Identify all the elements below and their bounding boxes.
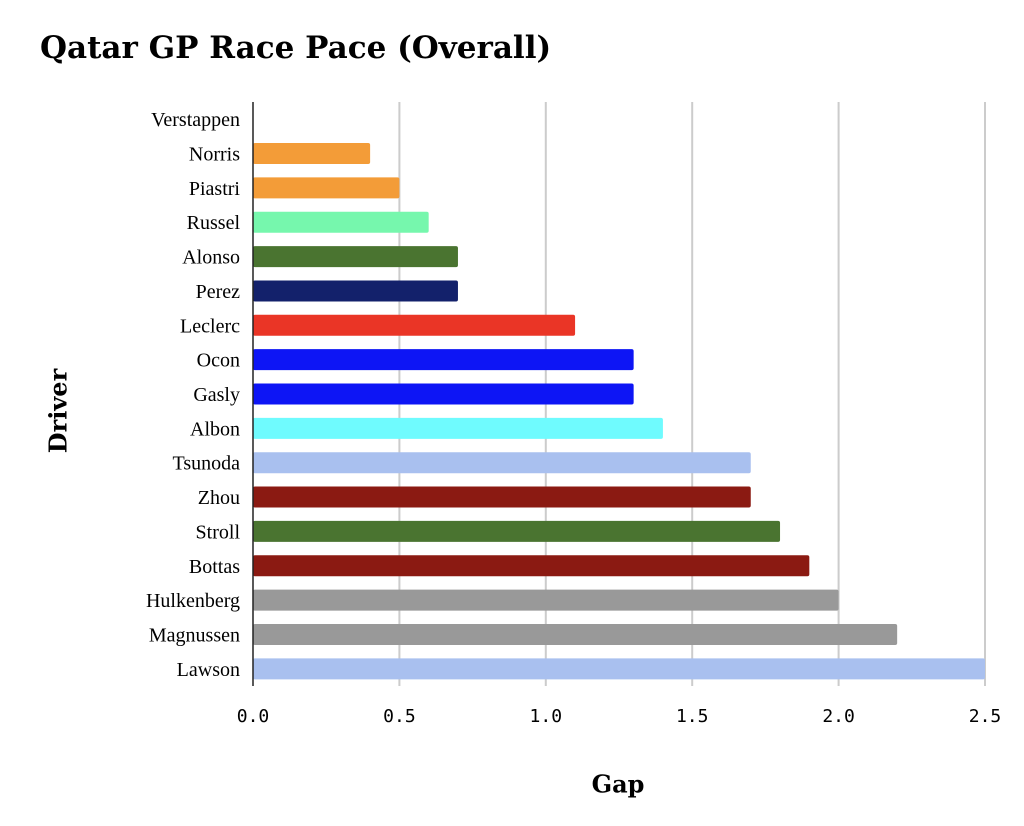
bar: [253, 280, 458, 302]
y-category-label: Hulkenberg: [146, 590, 240, 612]
bar: [253, 486, 751, 508]
bar: [253, 314, 576, 336]
y-category-label: Gasly: [193, 384, 240, 406]
bar: [253, 658, 985, 680]
x-tick-label: 2.5: [969, 706, 1002, 727]
x-tick-label: 1.0: [530, 706, 563, 727]
x-axis-label: Gap: [591, 769, 645, 799]
y-category-label: Albon: [190, 418, 240, 440]
y-category-label: Russel: [187, 212, 241, 234]
y-category-label: Magnussen: [149, 624, 240, 646]
chart-title: Qatar GP Race Pace (Overall): [40, 30, 552, 66]
y-category-label: Lawson: [177, 659, 240, 681]
y-category-label: Leclerc: [180, 315, 240, 337]
x-tick-label: 2.0: [822, 706, 855, 727]
y-category-label: Zhou: [198, 487, 240, 509]
bar: [253, 589, 839, 611]
bar: [253, 623, 898, 645]
bar: [253, 143, 371, 165]
x-tick-label: 1.5: [676, 706, 709, 727]
bar: [253, 417, 663, 439]
y-category-label: Bottas: [189, 556, 240, 578]
x-tick-label: 0.5: [383, 706, 416, 727]
y-category-label: Norris: [189, 144, 240, 166]
bar: [253, 383, 634, 405]
bar: [253, 520, 781, 542]
y-category-label: Verstappen: [151, 109, 240, 131]
bar: [253, 555, 810, 577]
x-tick-label: 0.0: [237, 706, 270, 727]
bar: [253, 452, 751, 474]
y-category-label: Piastri: [189, 178, 241, 200]
y-category-label: Stroll: [196, 521, 241, 543]
y-category-label: Tsunoda: [173, 453, 241, 475]
bar: [253, 177, 400, 199]
y-category-label: Ocon: [197, 350, 240, 372]
bar: [253, 211, 429, 233]
bar: [253, 246, 458, 268]
bar: [253, 349, 634, 371]
y-category-label: Alonso: [182, 247, 240, 269]
y-category-label: Perez: [196, 281, 241, 303]
